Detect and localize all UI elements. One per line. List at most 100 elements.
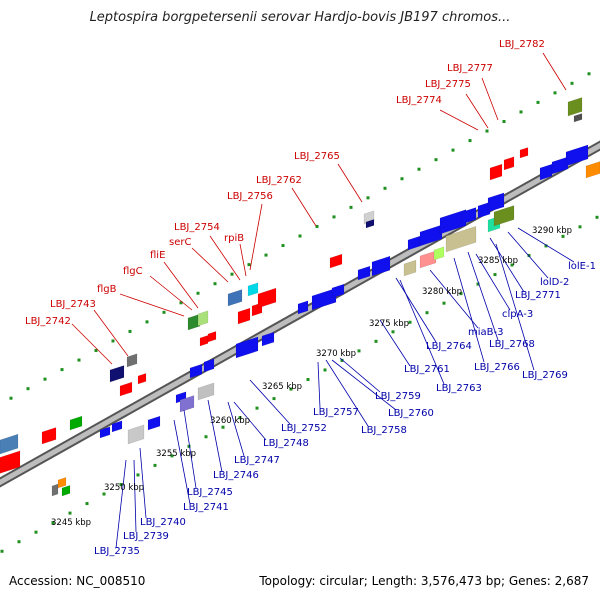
gene-label-reverse: LBJ_2760 [388, 408, 434, 419]
scale-label: 3290 kbp [532, 226, 572, 236]
gene-feature [493, 205, 515, 227]
gene-feature [119, 381, 133, 397]
leader-line [495, 243, 535, 371]
gene-feature [487, 192, 505, 213]
tick-dot [417, 167, 421, 171]
leader-line [489, 237, 525, 293]
leader-line [337, 163, 363, 203]
gene-feature [197, 310, 209, 327]
gene-label-reverse: LBJ_2768 [489, 339, 535, 350]
tick-dot [204, 435, 208, 439]
tick-dot [51, 521, 55, 525]
gene-feature [189, 363, 203, 379]
tick-dot [26, 387, 30, 391]
leader-line [439, 109, 479, 131]
map-title: Leptospira borgpetersenii serovar Hardjo… [89, 10, 511, 25]
reverse-gene-labels: LBJ_2735 LBJ_2739 LBJ_2740 LBJ_2741 LBJ_… [94, 261, 596, 557]
leader-line [163, 261, 199, 309]
leader-line [115, 459, 127, 549]
leader-line [93, 309, 129, 357]
tick-dot [162, 310, 166, 314]
tick-dot [391, 330, 395, 334]
tick-dot [570, 81, 574, 85]
gene-feature [69, 415, 83, 431]
gene-feature [61, 485, 71, 497]
tick-dot [221, 425, 225, 429]
tick-dot [485, 129, 489, 133]
scale-label: 3260 kbp [210, 416, 250, 426]
gene-label-reverse: LBJ_2746 [213, 470, 259, 481]
tick-dot [255, 406, 259, 410]
accession-text: Accession: NC_008510 [9, 574, 146, 588]
gene-feature [433, 246, 445, 261]
gene-label-reverse: LBJ_2761 [404, 364, 450, 375]
gene-feature [357, 265, 371, 281]
tick-dot [459, 292, 463, 296]
gene-label-reverse: lolD-2 [540, 277, 569, 288]
gene-label-forward: LBJ_2762 [256, 175, 302, 186]
tick-dot [196, 291, 200, 295]
leader-line [507, 231, 549, 279]
gene-label-forward: serC [169, 237, 191, 248]
tick-dot [9, 396, 13, 400]
gene-label-forward: rpiB [224, 233, 244, 244]
leader-line [139, 447, 147, 519]
gene-label-forward: LBJ_2742 [25, 316, 71, 327]
gene-feature [127, 424, 145, 445]
leader-line [429, 269, 479, 329]
tick-dot [425, 311, 429, 315]
gene-label-reverse: LBJ_2739 [123, 531, 169, 542]
tick-dot [561, 234, 565, 238]
tick-dot [493, 273, 497, 277]
leader-line [239, 243, 247, 277]
scale-label: 3255 kbp [156, 449, 196, 459]
tick-dot [544, 244, 548, 248]
gene-label-reverse: LBJ_2747 [234, 455, 280, 466]
tick-dot [247, 263, 251, 267]
tick-dot [60, 368, 64, 372]
gene-feature [51, 483, 59, 497]
tick-dot [153, 463, 157, 467]
tick-dot [111, 339, 115, 343]
scale-label: 3280 kbp [422, 287, 462, 297]
leader-line [542, 52, 567, 91]
tick-dot [595, 215, 599, 219]
gene-feature [203, 358, 215, 373]
gene-label-forward: LBJ_2775 [425, 79, 471, 90]
tick-rings [0, 72, 599, 553]
gene-label-reverse: clpA-3 [502, 309, 533, 320]
leader-line [191, 247, 229, 283]
tick-dot [119, 482, 123, 486]
leader-line [481, 77, 499, 121]
gene-feature [179, 395, 195, 413]
gene-feature [585, 161, 600, 179]
tick-dot [94, 349, 98, 353]
gene-label-forward: LBJ_2782 [499, 39, 545, 50]
gene-feature [565, 144, 589, 167]
gene-label-reverse: LBJ_2740 [140, 517, 186, 528]
leader-line [149, 275, 193, 311]
gene-feature [573, 113, 583, 123]
tick-dot [323, 368, 327, 372]
gene-feature [0, 450, 21, 475]
tick-dot [43, 377, 47, 381]
gene-feature [461, 207, 477, 225]
gene-feature [199, 335, 209, 347]
gene-feature [109, 365, 125, 383]
tick-dot [408, 320, 412, 324]
gene-label-reverse: miaB-3 [468, 327, 503, 338]
leader-line [379, 319, 411, 367]
gene-feature [567, 97, 583, 117]
gene-label-reverse: lolE-1 [568, 261, 596, 272]
gene-label-reverse: LBJ_2759 [375, 391, 421, 402]
gene-label-forward: LBJ_2754 [174, 222, 220, 233]
gene-label-forward: LBJ_2765 [294, 151, 340, 162]
gene-feature [126, 353, 138, 368]
tick-dot [527, 253, 531, 257]
gene-feature [503, 156, 515, 171]
tick-dot [77, 358, 81, 362]
gene-label-reverse: LBJ_2771 [515, 290, 561, 301]
scale-label: 3250 kbp [104, 483, 144, 493]
gene-feature [0, 433, 19, 455]
gene-label-reverse: LBJ_2741 [183, 502, 229, 513]
